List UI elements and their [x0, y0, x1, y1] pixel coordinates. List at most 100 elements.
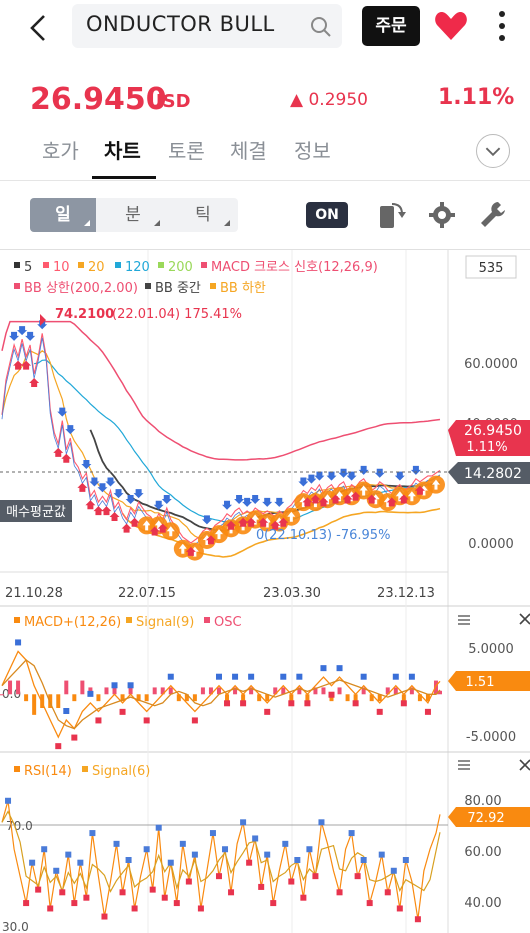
high-marker-icon — [40, 314, 46, 326]
osc-bar — [0, 694, 4, 696]
legend-swatch-20 — [78, 262, 84, 268]
divider — [0, 249, 530, 250]
sell-signal-arrow — [125, 494, 136, 504]
macd-peak-marker — [111, 682, 118, 689]
rsi-trough-marker — [384, 889, 391, 896]
buy-signal-arrow — [246, 517, 257, 527]
tab-trades[interactable]: 체결 — [230, 139, 267, 163]
rsi-trough-marker — [414, 916, 421, 923]
rsi-y-tick: 60.00 — [464, 845, 501, 860]
sell-signal-arrow — [374, 468, 385, 478]
macd-y-tick: 5.0000 — [468, 642, 514, 657]
sell-signal-arrow — [298, 477, 309, 487]
tab-info[interactable]: 정보 — [294, 139, 331, 163]
macd-trough-marker — [240, 700, 247, 707]
more-icon[interactable] — [492, 8, 512, 44]
macd-trough-marker — [55, 743, 62, 750]
rsi-peak-marker — [53, 867, 60, 874]
sell-signal-arrow — [113, 489, 124, 499]
tab-chart[interactable]: 차트 — [104, 139, 141, 163]
osc-bar — [120, 694, 125, 702]
count-label: 535 — [479, 261, 504, 276]
sell-signal-arrow — [65, 425, 76, 435]
rsi-peak-marker — [167, 859, 174, 866]
rsi-30-label: 30.0 — [2, 920, 29, 933]
macd-trough-marker — [400, 700, 407, 707]
osc-bar — [56, 694, 61, 708]
gear-icon[interactable] — [428, 200, 456, 230]
order-button[interactable]: 주문 — [362, 6, 420, 46]
rsi-peak-marker — [77, 859, 84, 866]
osc-bar — [353, 694, 358, 702]
rsi-peak-marker — [41, 846, 48, 853]
panel-menu-icon[interactable] — [458, 615, 470, 625]
panel-menu-icon[interactable] — [458, 760, 470, 770]
heart-icon[interactable] — [434, 10, 468, 42]
rsi-peak-marker — [348, 830, 355, 837]
tab-orderbook[interactable]: 호가 — [42, 139, 79, 163]
buy-signal-arrow — [414, 485, 425, 495]
count-box[interactable] — [465, 255, 517, 279]
avg-price-value: 14.2802 — [464, 466, 522, 482]
chart-area[interactable]: 5 10 20 120 200 MACD 크로스 신호(12,26,9) BB … — [0, 250, 530, 933]
sell-signal-arrow — [262, 497, 273, 507]
period-selector: 일 분 틱 — [30, 198, 238, 232]
osc-bar — [32, 694, 37, 715]
macd-signal-path — [1, 659, 441, 730]
close-icon[interactable] — [519, 613, 530, 625]
rsi-trough-marker — [161, 894, 168, 901]
legend-ma200: 200 — [168, 260, 193, 275]
chevron-down-icon[interactable] — [476, 134, 510, 168]
osc-bar — [80, 680, 85, 695]
period-day[interactable]: 일 — [30, 198, 96, 232]
x-tick-label: 23.03.30 — [263, 586, 321, 601]
legend-ma10: 10 — [53, 260, 70, 275]
osc-bar — [385, 687, 390, 695]
sell-signal-arrow — [105, 477, 116, 487]
sell-signal-arrow — [37, 320, 48, 330]
period-minute[interactable]: 분 — [100, 198, 166, 232]
buy-signal-arrow — [109, 511, 120, 521]
osc-bar — [361, 687, 366, 695]
macd-peak-marker — [320, 665, 327, 672]
sell-signal-arrow — [274, 497, 285, 507]
buy-signal-arrow — [302, 497, 313, 507]
sell-signal-arrow — [326, 471, 337, 481]
tab-discussion[interactable]: 토론 — [168, 139, 205, 163]
macd-peak-marker — [296, 673, 303, 680]
search-icon[interactable] — [310, 16, 332, 38]
wrench-icon[interactable] — [478, 200, 506, 230]
price-change-pct: 1.11% — [438, 85, 515, 110]
osc-bar — [289, 694, 294, 702]
rsi-peak-marker — [113, 840, 120, 847]
legend-bb-upper: BB 상한(200,2.00) — [24, 281, 138, 296]
osc-bar — [96, 694, 101, 702]
y-tick-label: 60.0000 — [464, 357, 518, 372]
macd-peak-marker — [87, 690, 94, 697]
sell-signal-arrow — [9, 331, 20, 341]
osc-bar — [72, 694, 77, 702]
period-tick[interactable]: 틱 — [170, 198, 236, 232]
bb-upper-path — [1, 320, 441, 461]
sell-signal-arrow — [161, 494, 172, 504]
back-icon[interactable] — [22, 10, 58, 46]
price-change-value: 0.2950 — [308, 90, 368, 110]
search-box[interactable]: ONDUCTOR BULL — [72, 4, 342, 48]
osc-bar — [176, 694, 181, 702]
x-tick-label: 21.10.28 — [5, 586, 63, 601]
macd-peak-marker — [392, 673, 399, 680]
rotate-icon[interactable] — [378, 200, 406, 230]
osc-bar — [152, 687, 157, 695]
rsi-peak-marker — [125, 857, 132, 863]
rsi-trough-marker — [83, 894, 90, 901]
rsi-trough-marker — [71, 900, 78, 907]
rsi-trough-marker — [47, 905, 54, 912]
on-toggle[interactable]: ON — [306, 202, 348, 228]
close-icon[interactable] — [519, 759, 530, 771]
buy-signal-arrow — [77, 482, 88, 492]
sell-signal-arrow — [57, 407, 68, 417]
buy-marker-arrow — [142, 520, 151, 531]
rsi-last-value: 72.92 — [467, 811, 504, 826]
rsi-trough-marker — [185, 878, 192, 885]
rsi-trough-marker — [354, 873, 361, 880]
